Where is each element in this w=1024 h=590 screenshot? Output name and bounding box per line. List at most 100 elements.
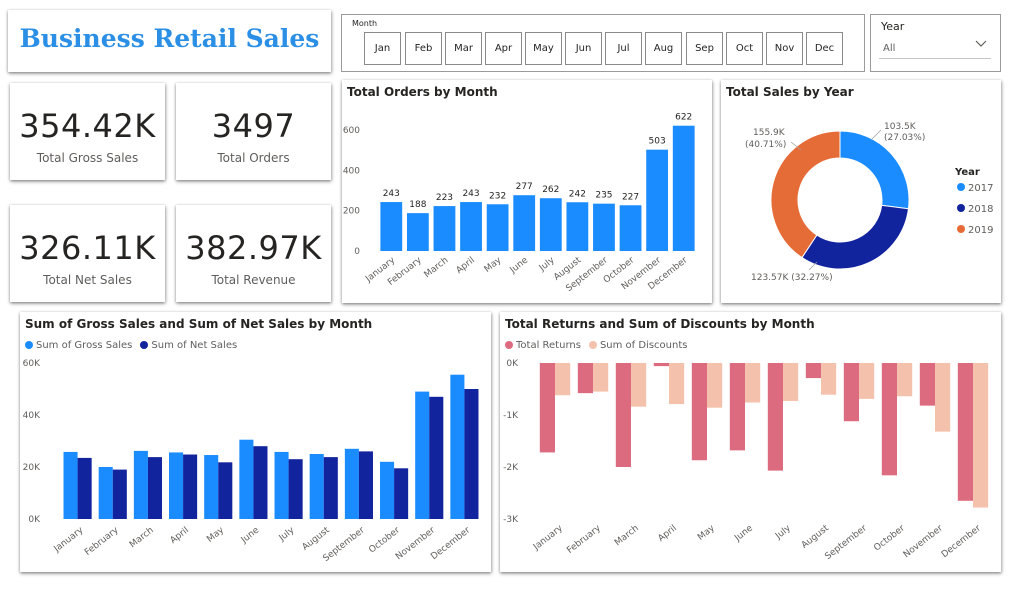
slice-value-label: 123.57K (32.27%): [751, 273, 833, 283]
x-tick-label: October: [872, 523, 907, 553]
x-tick-label: April: [455, 255, 477, 276]
y-tick-label: 200: [343, 207, 360, 217]
sales-year-chart-card[interactable]: Total Sales by Year 103.5K (27.03%) 155.9K…: [721, 80, 1001, 303]
bar: [783, 363, 799, 401]
month-button-aug[interactable]: Aug: [645, 32, 682, 65]
y-tick-label: 60K: [23, 359, 41, 369]
kpi-gross-sales[interactable]: 354.42K Total Gross Sales: [10, 83, 165, 180]
x-tick-label: February: [83, 525, 121, 558]
data-label: 235: [595, 191, 612, 201]
legend-label: Sum of Discounts: [599, 340, 688, 351]
kpi-label: Total Revenue: [211, 273, 296, 287]
bar: [935, 363, 951, 432]
month-button-mar[interactable]: Mar: [445, 32, 482, 65]
bar: [288, 459, 303, 519]
bar: [631, 363, 647, 407]
bar: [415, 391, 430, 519]
returns-discounts-chart: 0K -1K -2K -3K January February March April May J…: [503, 359, 989, 562]
legend-dot-icon: [25, 341, 33, 349]
bar: [486, 204, 509, 251]
kpi-label: Total Gross Sales: [36, 151, 139, 165]
kpi-value: 326.11K: [19, 229, 156, 267]
legend-item[interactable]: Total Returns: [505, 340, 581, 351]
month-button-feb[interactable]: Feb: [405, 32, 442, 65]
month-button-jan[interactable]: Jan: [364, 32, 401, 65]
year-dropdown[interactable]: All: [879, 37, 991, 59]
kpi-revenue[interactable]: 382.97K Total Revenue: [176, 205, 331, 302]
year-dropdown-value: All: [883, 43, 896, 54]
legend-dot-icon: [957, 225, 965, 233]
month-button-dec[interactable]: Dec: [806, 32, 843, 65]
x-tick-label: April: [656, 523, 678, 544]
bar: [919, 363, 935, 406]
bar: [169, 452, 184, 519]
bar: [593, 363, 609, 392]
month-button-oct[interactable]: Oct: [726, 32, 763, 65]
slice-value-label: 155.9K: [753, 128, 786, 138]
month-button-jul[interactable]: Jul: [605, 32, 642, 65]
bar: [239, 439, 254, 519]
dashboard-title: Business Retail Sales: [19, 24, 320, 53]
x-tick-label: March: [423, 255, 451, 280]
bar: [358, 451, 373, 519]
y-tick-label: 400: [343, 166, 360, 176]
x-tick-label: July: [773, 523, 793, 542]
x-tick-label: December: [940, 523, 983, 560]
legend-dot-icon: [957, 183, 965, 191]
bar: [218, 462, 233, 519]
bar: [653, 363, 669, 367]
data-label: 622: [675, 113, 692, 123]
chart-title: Total Sales by Year: [726, 85, 854, 99]
legend-label: 2018: [968, 204, 993, 215]
chart-title: Total Returns and Sum of Discounts by Mo…: [505, 317, 815, 331]
bar: [669, 363, 685, 405]
y-tick-label: 20K: [23, 463, 41, 473]
bar: [672, 125, 695, 251]
chart-legend: Sum of Gross Sales Sum of Net Sales: [25, 340, 237, 351]
bar: [464, 389, 479, 519]
legend-item[interactable]: Sum of Net Sales: [140, 340, 237, 351]
bar: [344, 448, 359, 519]
legend-dot-icon: [588, 341, 597, 349]
x-tick-label: April: [169, 525, 191, 546]
returns-discounts-chart-card[interactable]: Total Returns and Sum of Discounts by Mo…: [500, 312, 1001, 572]
kpi-orders[interactable]: 3497 Total Orders: [176, 83, 331, 180]
month-slicer: Month Jan Feb Mar Apr May Jun Jul Aug Se…: [341, 14, 865, 72]
bar: [729, 363, 745, 451]
x-tick-label: August: [301, 525, 332, 553]
x-tick-label: June: [239, 525, 262, 546]
x-tick-label: December: [429, 525, 472, 562]
bar: [555, 363, 571, 396]
data-label: 277: [516, 182, 533, 192]
x-tick-label: June: [508, 255, 531, 276]
month-button-nov[interactable]: Nov: [766, 32, 803, 65]
bar: [859, 363, 875, 399]
bar: [323, 457, 338, 519]
bar: [460, 202, 482, 251]
leader-line: [808, 261, 818, 271]
leader-line: [870, 129, 882, 141]
month-button-may[interactable]: May: [525, 32, 562, 65]
bar: [957, 363, 973, 501]
chart-title: Sum of Gross Sales and Sum of Net Sales …: [25, 317, 373, 331]
legend-item[interactable]: Sum of Discounts: [588, 340, 688, 351]
bar: [63, 451, 78, 519]
bar: [593, 203, 615, 251]
month-button-apr[interactable]: Apr: [485, 32, 522, 65]
gross-net-chart-card[interactable]: Sum of Gross Sales and Sum of Net Sales …: [20, 312, 491, 572]
y-tick-label: 0: [354, 247, 360, 257]
chart-legend: Total Returns Sum of Discounts: [505, 340, 687, 351]
bar: [274, 451, 289, 519]
month-button-sep[interactable]: Sep: [686, 32, 723, 65]
chart-title: Total Orders by Month: [347, 85, 498, 99]
legend-item[interactable]: Sum of Gross Sales: [25, 340, 132, 351]
month-button-jun[interactable]: Jun: [565, 32, 602, 65]
data-label: 242: [569, 189, 586, 199]
bar: [112, 469, 127, 519]
bar: [646, 149, 669, 251]
orders-chart-card[interactable]: Total Orders by Month 0 200 400 600 243 Janua…: [342, 80, 712, 303]
bar: [843, 363, 859, 422]
bar: [615, 363, 631, 467]
bar: [98, 467, 113, 519]
kpi-net-sales[interactable]: 326.11K Total Net Sales: [10, 205, 165, 302]
